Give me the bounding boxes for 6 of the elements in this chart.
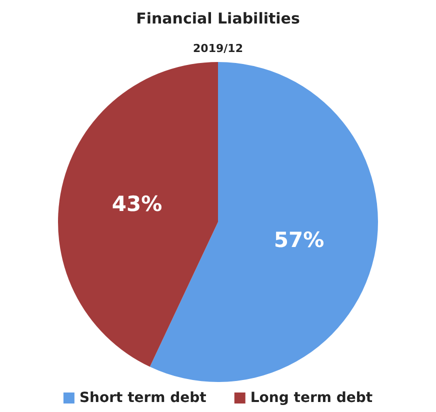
legend-label: Short term debt [79,390,207,406]
legend-label: Long term debt [250,390,373,406]
chart-title: Financial Liabilities [136,10,300,28]
data-label: 57% [274,228,324,252]
chart-subtitle: 2019/12 [193,42,243,55]
data-label: 43% [112,192,162,216]
